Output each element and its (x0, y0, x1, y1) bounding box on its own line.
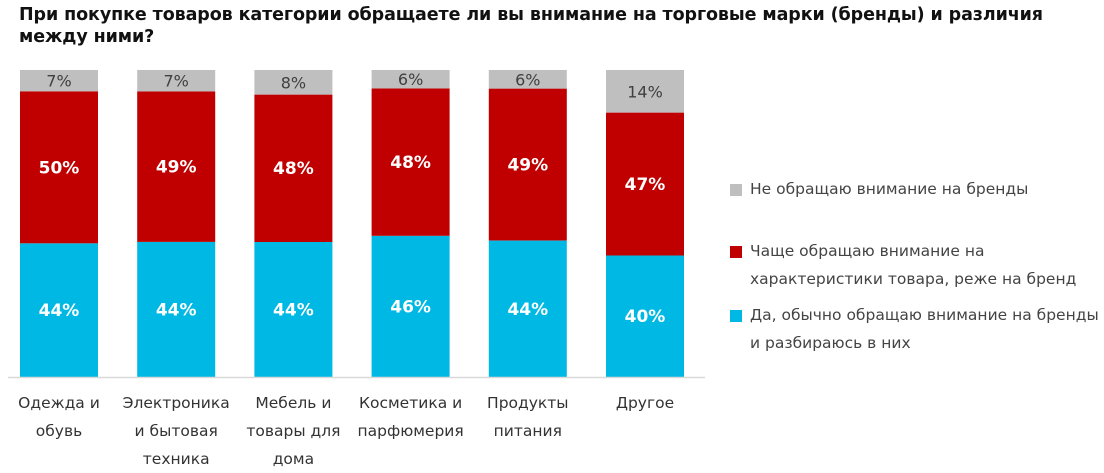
bar-segment-2-3 (371, 70, 450, 89)
data-label: 44% (273, 301, 314, 321)
x-tick-label-line: Косметика и (358, 394, 463, 412)
x-tick-label-line: дома (272, 450, 315, 468)
chart-title: При покупке товаров категории обращаете … (19, 5, 1043, 47)
data-label: 40% (625, 307, 666, 327)
data-label: 44% (507, 300, 548, 320)
legend-label: Не обращаю внимание на бренды (750, 180, 1029, 198)
data-label: 49% (507, 156, 548, 176)
legend-label: и разбираюсь в них (750, 334, 911, 352)
x-tick-label: Косметика и парфюмерия (346, 389, 476, 445)
bar-segment-0-4 (488, 240, 567, 377)
bar-segment-1-2 (254, 94, 333, 242)
x-tick-label-line: парфюмерия (357, 422, 464, 440)
x-tick-label-line: питания (493, 422, 562, 440)
x-tick-label: Электроника и бытовая техника (111, 389, 241, 473)
data-label: 50% (39, 158, 80, 178)
bar-segment-0-2 (254, 241, 333, 377)
bar-segment-0-0 (20, 243, 98, 377)
bar-segment-1-0 (20, 91, 98, 244)
x-tick-label: Одежда и обувь (0, 389, 124, 445)
x-tick-label-line: техника (142, 450, 210, 468)
data-label: 47% (625, 175, 666, 195)
bar-segment-0-3 (371, 235, 450, 377)
legend-item: Чаще обращаю внимание на характеристики т… (730, 237, 1076, 293)
data-label: 48% (273, 159, 314, 179)
data-label: 6% (398, 70, 423, 89)
legend-label: Чаще обращаю внимание на (750, 242, 985, 260)
bar-segment-0-1 (137, 241, 216, 377)
bar-segment-2-4 (488, 70, 567, 89)
legend-item: Да, обычно обращаю внимание на бренды и р… (730, 301, 1099, 357)
data-label: 6% (515, 70, 540, 89)
x-tick-label: Другое (580, 389, 710, 417)
legend-swatch (730, 184, 742, 196)
x-tick-label-line: Одежда и (18, 394, 100, 412)
data-label: 48% (390, 153, 431, 173)
bar-chart: 44% 50% 7% 44% 49% 7% 44% 48% 8% 46% 48% 6% 44% 49% 6%… (8, 70, 705, 379)
legend-swatch (730, 246, 742, 258)
x-tick-label-line: товары для (246, 422, 341, 440)
x-tick-label-line: Мебель и (255, 394, 332, 412)
x-tick-label-line: и бытовая (134, 422, 218, 440)
data-label: 7% (164, 72, 189, 91)
bar-segment-1-1 (137, 91, 216, 242)
x-tick-label-line: обувь (35, 422, 83, 440)
legend-swatch (730, 310, 742, 322)
legend-label: характеристики товара, реже на бренд (750, 270, 1077, 288)
bar-segment-1-3 (371, 88, 450, 236)
bar-segment-0-5 (606, 255, 684, 377)
x-tick-label-line: Продукты (487, 394, 569, 412)
legend-item: Не обращаю внимание на бренды (730, 175, 1028, 203)
data-label: 8% (281, 73, 306, 92)
legend-label: Да, обычно обращаю внимание на бренды (750, 306, 1099, 324)
data-label: 44% (156, 301, 197, 321)
bar-segment-1-5 (606, 112, 684, 256)
bar-segment-2-1 (137, 70, 216, 92)
data-label: 49% (156, 158, 197, 178)
bar-segment-2-5 (606, 70, 684, 113)
x-tick-label-line: Другое (615, 394, 675, 412)
bar-segment-2-0 (20, 70, 98, 92)
data-label: 7% (46, 72, 71, 91)
bar-segment-1-4 (488, 88, 567, 241)
bar-segment-2-2 (254, 70, 333, 95)
data-label: 44% (39, 301, 80, 321)
x-tick-label: Мебель и товары для дома (228, 389, 358, 473)
data-label: 46% (390, 297, 431, 317)
x-tick-label-line: Электроника (122, 394, 230, 412)
data-label: 14% (627, 82, 663, 101)
x-tick-label: Продукты питания (463, 389, 593, 445)
